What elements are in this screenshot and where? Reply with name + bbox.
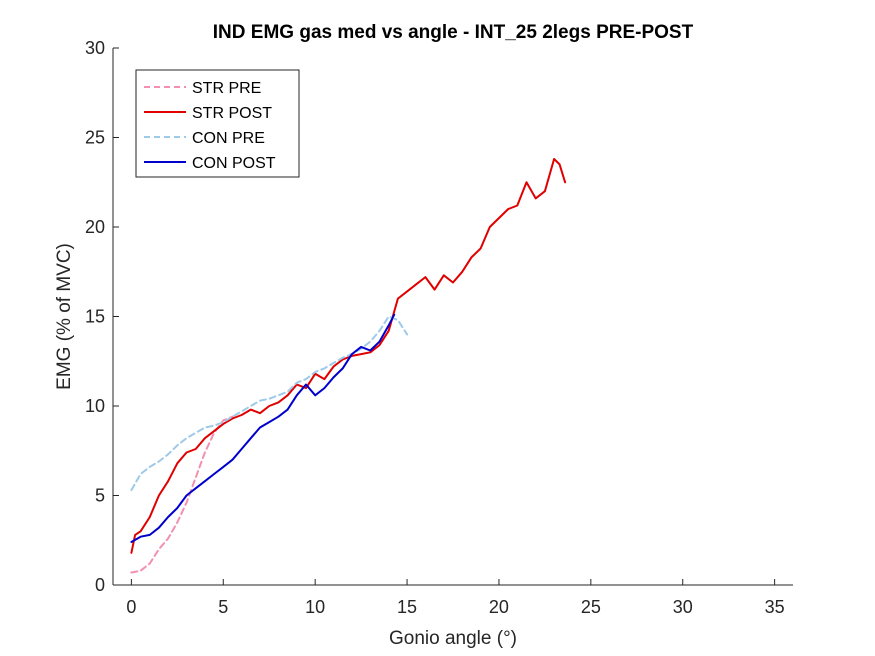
x-tick-label: 5 xyxy=(218,597,228,617)
x-tick-label: 35 xyxy=(765,597,785,617)
y-tick-label: 15 xyxy=(85,307,105,327)
y-tick-label: 30 xyxy=(85,38,105,58)
series-line-con-pre xyxy=(130,315,409,492)
legend-entry-label: CON POST xyxy=(192,155,276,172)
legend-box xyxy=(135,69,300,178)
series-line-con-post xyxy=(130,313,396,543)
y-axis-label: EMG (% of MVC) xyxy=(54,243,75,390)
series-layer xyxy=(130,158,567,574)
y-tick-label: 20 xyxy=(85,217,105,237)
legend-entry-label: STR PRE xyxy=(192,80,261,97)
x-tick-label: 0 xyxy=(126,597,136,617)
x-tick-label: 15 xyxy=(397,597,417,617)
y-tick-label: 25 xyxy=(85,128,105,148)
legend: STR PRE STR POST CON PRE CON POST xyxy=(135,69,300,178)
y-tick-label: 10 xyxy=(85,396,105,416)
x-tick-label: 30 xyxy=(673,597,693,617)
x-tick-label: 20 xyxy=(489,597,509,617)
series-line-str-post xyxy=(130,158,567,554)
y-tick-label: 0 xyxy=(95,575,105,595)
legend-entry-label: STR POST xyxy=(192,105,272,122)
x-tick-label: 25 xyxy=(581,597,601,617)
chart-title: IND EMG gas med vs angle - INT_25 2legs … xyxy=(213,22,694,43)
x-axis-label: Gonio angle (°) xyxy=(389,628,517,649)
x-tick-label: 10 xyxy=(305,597,325,617)
axes: 0 5 10 15 20 25 30 35 0 5 10 15 20 25 30 xyxy=(85,38,793,617)
legend-entry-label: CON PRE xyxy=(192,130,265,147)
y-tick-label: 5 xyxy=(95,486,105,506)
